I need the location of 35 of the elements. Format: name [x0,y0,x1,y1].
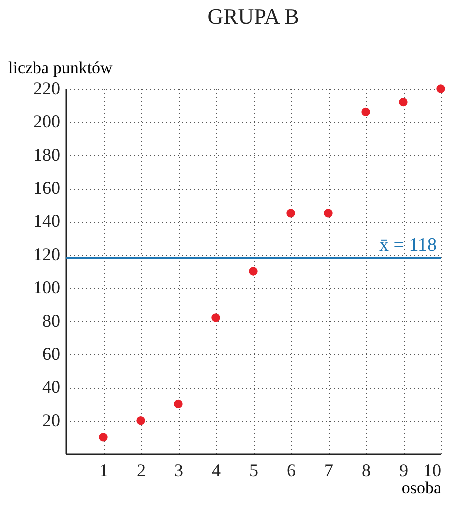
x-tick-label: 5 [250,460,258,480]
x-tick-label: 8 [362,460,371,480]
point [436,84,446,94]
y-tick-label: 40 [42,377,60,398]
point [99,433,108,442]
y-tick-label: 100 [34,278,60,298]
point [362,108,370,117]
x-tick-label: 3 [174,460,184,480]
y-tick-label: 180 [34,144,60,165]
point [286,209,296,218]
point [324,209,333,218]
y-tick-label: 80 [42,310,60,331]
y-axis-title: liczba punktów [8,58,114,78]
x-axis-title: osoba [402,478,442,498]
y-tick-label: 60 [42,344,60,364]
x-tick-label: 7 [324,460,334,480]
y-tick-label: 220 [34,78,60,98]
x-tick-label: 4 [212,460,221,480]
y-tick-label: 20 [42,410,60,430]
y-tick-label: 140 [34,211,60,232]
x-tick-label: 6 [287,460,296,480]
x-tick-label: 9 [400,460,408,480]
point [212,314,220,322]
chart-title: GRUPA B [208,4,300,29]
x-tick-label: 10 [424,460,442,480]
point [249,267,258,276]
x-tick-label: 2 [137,460,146,480]
y-tick-label: 160 [34,178,60,198]
point [399,98,408,107]
y-tick-label: 120 [34,244,60,264]
x-tick-label: 1 [100,460,108,480]
ref-line-label: x̄ = 118 [379,235,437,256]
point [136,416,146,426]
point [174,400,183,409]
y-tick-label: 200 [34,112,60,132]
